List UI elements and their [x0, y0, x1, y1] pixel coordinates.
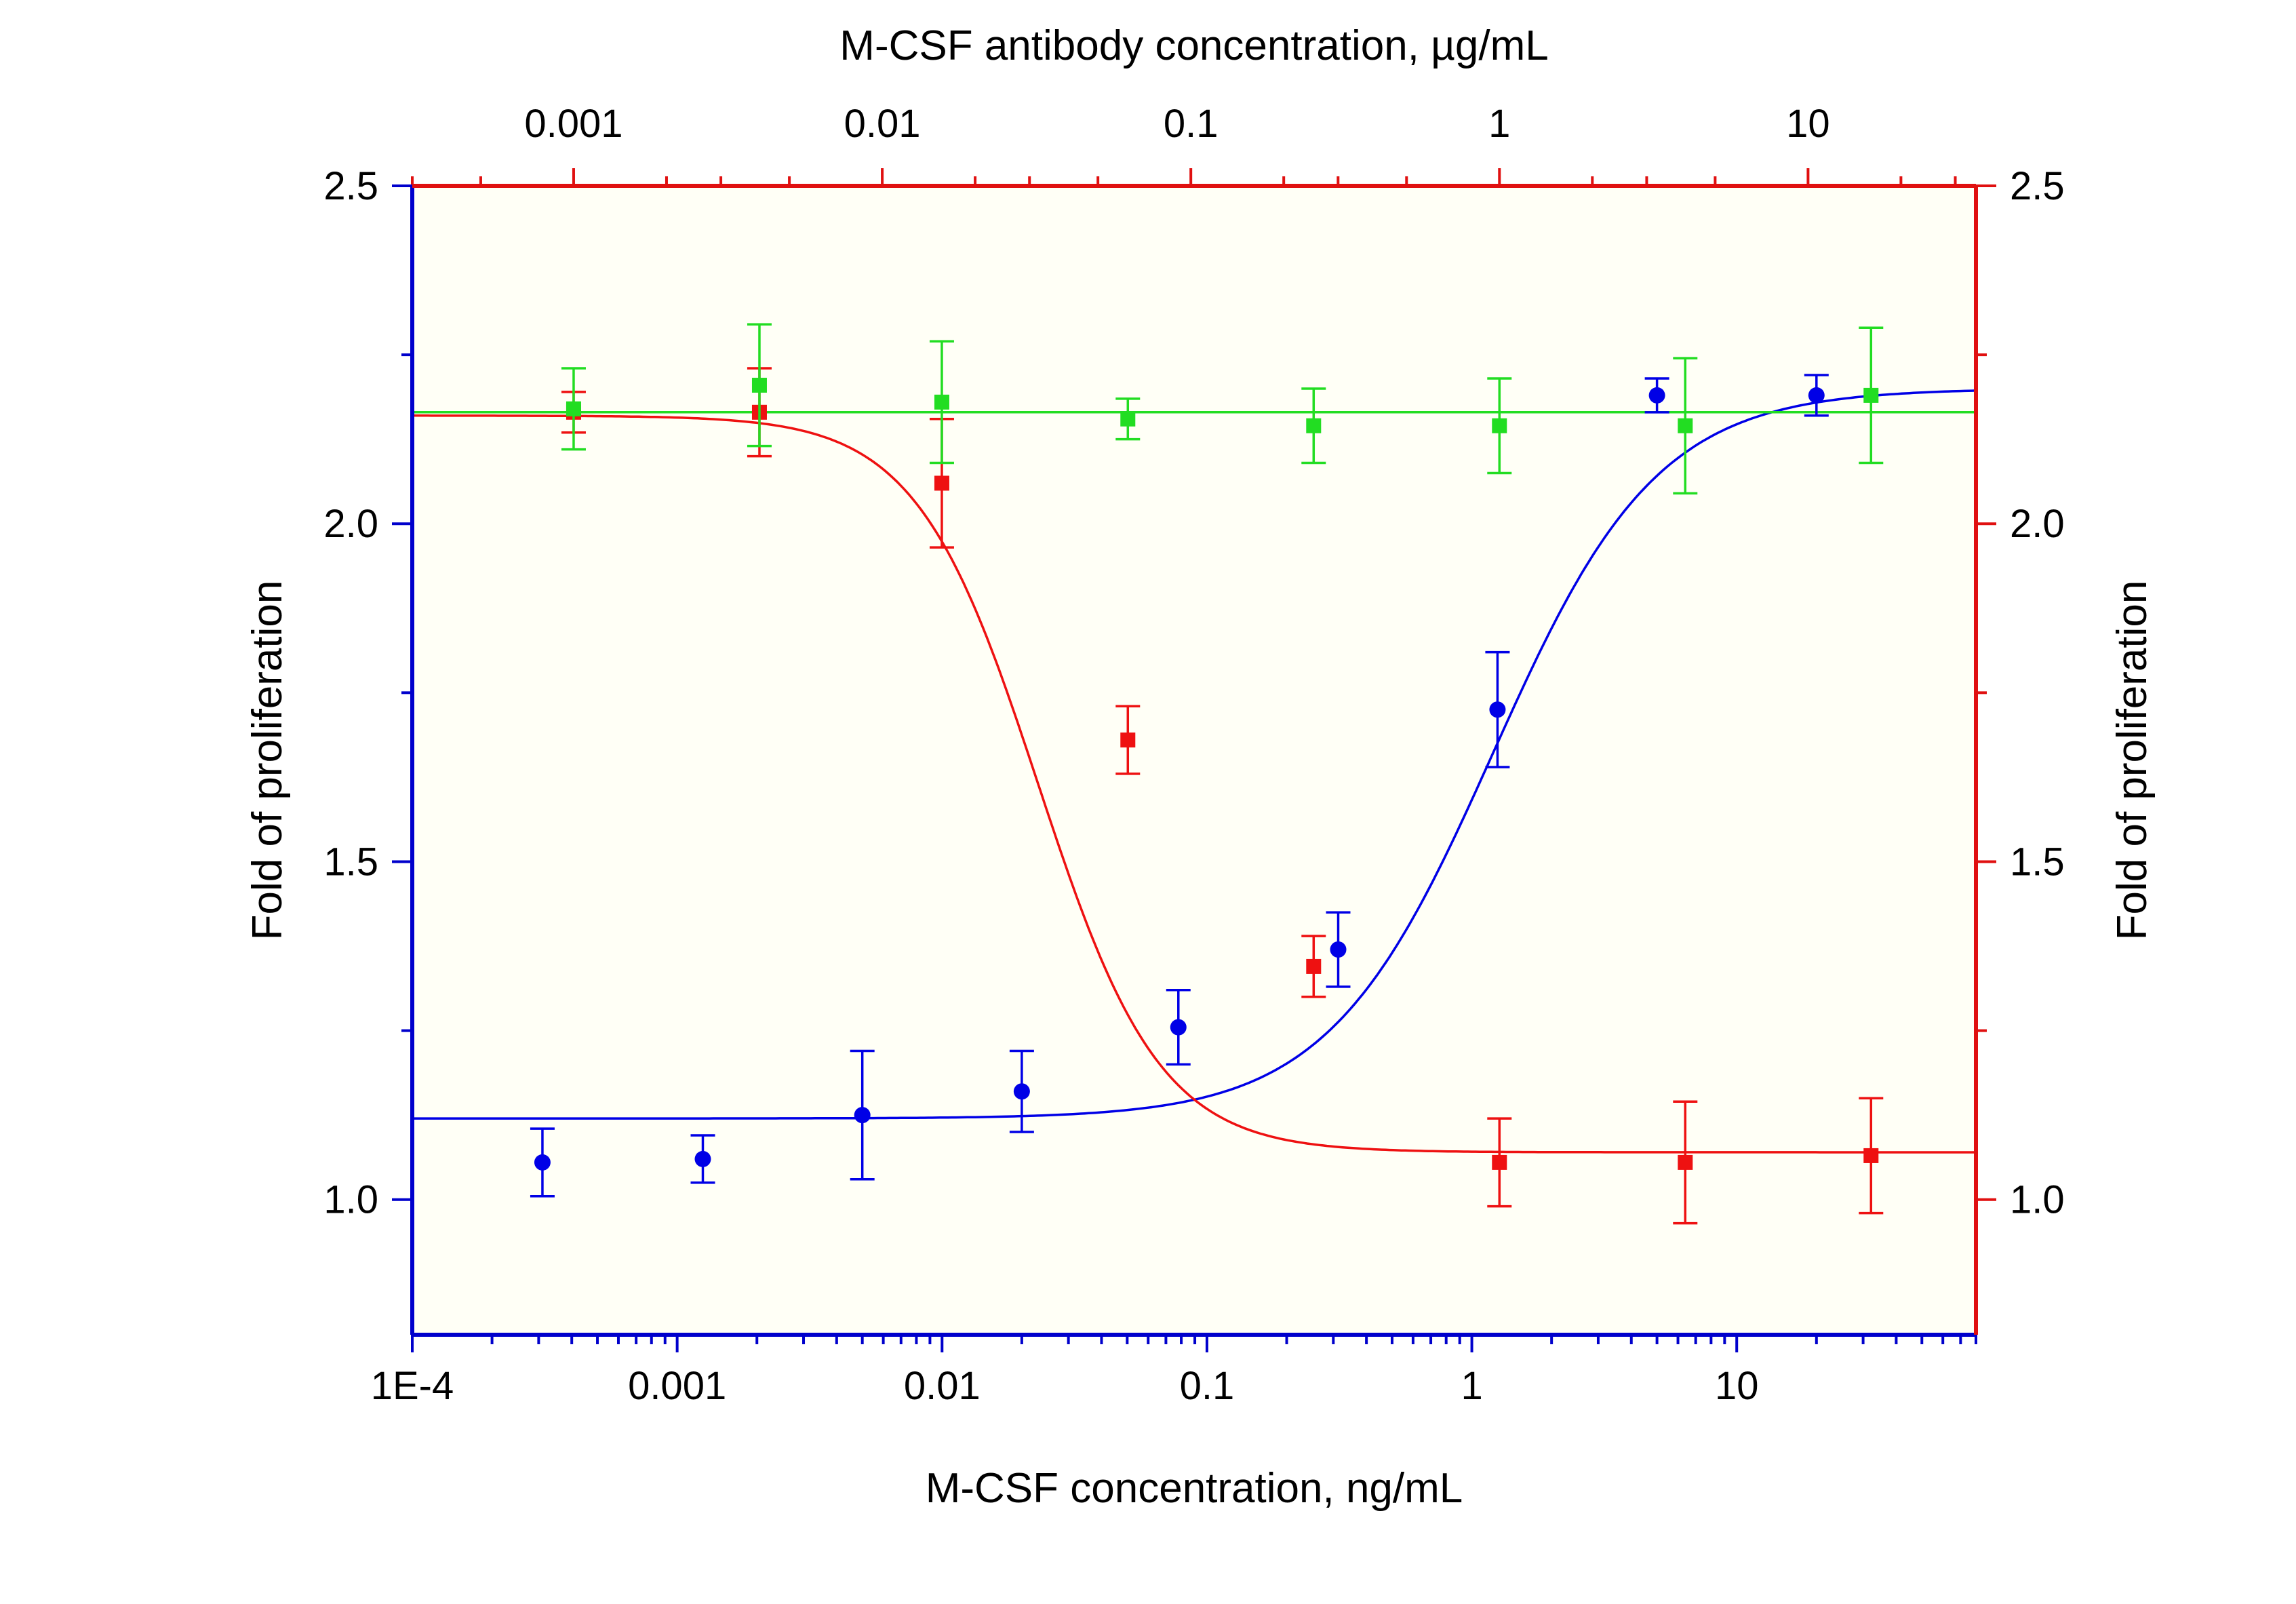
- x2-tick-label: 10: [1786, 102, 1830, 146]
- data-point: [1487, 377, 1512, 475]
- axes: [392, 168, 1996, 1352]
- marker-square: [1678, 1154, 1693, 1170]
- fit-curves: [412, 389, 1977, 1154]
- marker-circle: [854, 1107, 871, 1124]
- x-tick-label: 10: [1715, 1364, 1759, 1408]
- marker-square: [934, 475, 949, 491]
- marker-circle: [1808, 387, 1825, 404]
- marker-circle: [534, 1154, 551, 1171]
- marker-circle: [1330, 941, 1347, 958]
- marker-square: [751, 377, 767, 393]
- y-tick-label: 1.0: [323, 1178, 378, 1222]
- fit-curve-2: [412, 414, 1976, 1154]
- data-point: [1326, 911, 1351, 988]
- data-point: [561, 367, 586, 451]
- data-point: [1301, 387, 1326, 465]
- y-axis-title: Fold of proliferation: [244, 581, 291, 941]
- x2-tick-label: 0.1: [1164, 102, 1219, 146]
- data-point: [1859, 326, 1884, 465]
- data-point: [850, 1049, 875, 1181]
- x-tick-label: 1: [1461, 1364, 1482, 1408]
- y2-tick-label: 1.5: [2010, 840, 2065, 884]
- data-point: [690, 1134, 715, 1184]
- data-point: [1859, 1097, 1884, 1215]
- marker-circle: [1489, 701, 1506, 718]
- marker-square: [1120, 732, 1136, 748]
- y2-axis-title: Fold of proliferation: [2109, 581, 2156, 941]
- x-tick-label: 0.01: [904, 1364, 981, 1408]
- data-point: [1166, 989, 1191, 1066]
- y-tick-label: 1.5: [323, 840, 378, 884]
- marker-square: [1306, 958, 1322, 974]
- marker-circle: [1013, 1083, 1030, 1100]
- x-tick-label: 0.1: [1180, 1364, 1235, 1408]
- plot-area: [412, 186, 1976, 1335]
- marker-square: [934, 394, 949, 410]
- data-point: [1485, 650, 1510, 768]
- marker-square: [1306, 418, 1322, 433]
- marker-square: [1678, 418, 1693, 433]
- x2-tick-label: 0.01: [844, 102, 921, 146]
- data-point: [1301, 935, 1326, 998]
- marker-square: [1120, 411, 1136, 427]
- x-axis-title: M-CSF concentration, ng/mL: [926, 1465, 1463, 1512]
- y2-tick-label: 2.5: [2010, 164, 2065, 208]
- data-point: [1673, 357, 1698, 495]
- marker-square: [1492, 418, 1507, 433]
- data-point: [929, 340, 954, 465]
- x-tick-label: 0.001: [628, 1364, 726, 1408]
- marker-square: [1492, 1154, 1507, 1170]
- y-tick-label: 2.0: [323, 502, 378, 546]
- y2-tick-label: 2.0: [2010, 502, 2065, 546]
- x2-tick-label: 0.001: [524, 102, 622, 146]
- x-tick-label: 1E-4: [371, 1364, 454, 1408]
- y-tick-label: 2.5: [323, 164, 378, 208]
- marker-circle: [694, 1150, 711, 1167]
- data-point: [1009, 1049, 1034, 1133]
- x2-tick-label: 1: [1488, 102, 1510, 146]
- data-point: [1644, 377, 1669, 414]
- data-point: [1487, 1117, 1512, 1208]
- data-point: [530, 1127, 555, 1198]
- data-point: [1115, 397, 1141, 441]
- marker-circle: [1170, 1019, 1187, 1036]
- tick-labels: 1E-4 0.001 0.01 0.1 1 10 0.001 0.01 0.1 1 10 1.0 1.5…: [323, 102, 2064, 1408]
- marker-square: [1863, 1148, 1879, 1163]
- x2-axis-title: M-CSF antibody concentration, µg/mL: [839, 22, 1548, 69]
- data-point: [1115, 705, 1141, 775]
- marker-square: [566, 401, 581, 416]
- data-point: [747, 323, 772, 448]
- marker-square: [1863, 387, 1879, 403]
- marker-circle: [1648, 387, 1665, 404]
- data-point: [1673, 1100, 1698, 1225]
- data-points: [530, 323, 1884, 1225]
- y2-tick-label: 1.0: [2010, 1178, 2065, 1222]
- data-point: [1804, 374, 1829, 417]
